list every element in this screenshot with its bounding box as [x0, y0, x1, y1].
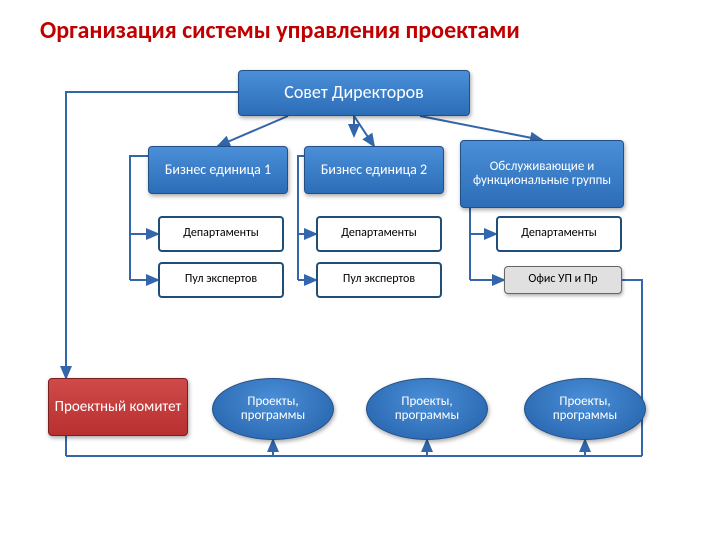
edge-board-bu1 — [218, 116, 288, 146]
node-bu2: Бизнес единица 2 — [304, 146, 444, 194]
node-bu1: Бизнес единица 1 — [148, 146, 288, 194]
node-label-dep1: Департаменты — [183, 227, 258, 240]
node-svc: Обслуживающие и функциональные группы — [460, 140, 624, 208]
edge-board-svc — [420, 116, 542, 140]
node-label-bu2: Бизнес единица 2 — [321, 162, 427, 177]
node-pmo: Офис УП и Пр — [504, 266, 622, 294]
node-proj3: Проекты, программы — [524, 378, 646, 440]
node-pool1: Пул экспертов — [158, 262, 284, 298]
node-committee: Проектный комитет — [48, 378, 188, 436]
node-label-board: Совет Директоров — [284, 83, 424, 103]
node-label-dep2: Департаменты — [341, 227, 416, 240]
node-pool2: Пул экспертов — [316, 262, 442, 298]
node-dep2: Департаменты — [316, 216, 442, 252]
node-label-pool1: Пул экспертов — [185, 273, 257, 286]
node-proj2: Проекты, программы — [366, 378, 488, 440]
node-label-svc: Обслуживающие и функциональные группы — [465, 160, 619, 189]
node-label-proj3: Проекты, программы — [529, 395, 641, 422]
node-dep3: Департаменты — [496, 216, 622, 252]
node-label-bu1: Бизнес единица 1 — [165, 162, 271, 177]
node-label-pool2: Пул экспертов — [343, 273, 415, 286]
edge-bu1-top — [130, 156, 148, 194]
node-board: Совет Директоров — [238, 70, 470, 116]
node-dep1: Департаменты — [158, 216, 284, 252]
node-label-proj2: Проекты, программы — [371, 395, 483, 422]
page-title: Организация системы управления проектами — [40, 16, 520, 45]
edge-board-bu2 — [354, 116, 374, 146]
node-label-committee: Проектный комитет — [55, 399, 182, 416]
node-label-dep3: Департаменты — [521, 227, 596, 240]
node-label-proj1: Проекты, программы — [217, 395, 329, 422]
node-proj1: Проекты, программы — [212, 378, 334, 440]
node-label-pmo: Офис УП и Пр — [528, 273, 597, 286]
